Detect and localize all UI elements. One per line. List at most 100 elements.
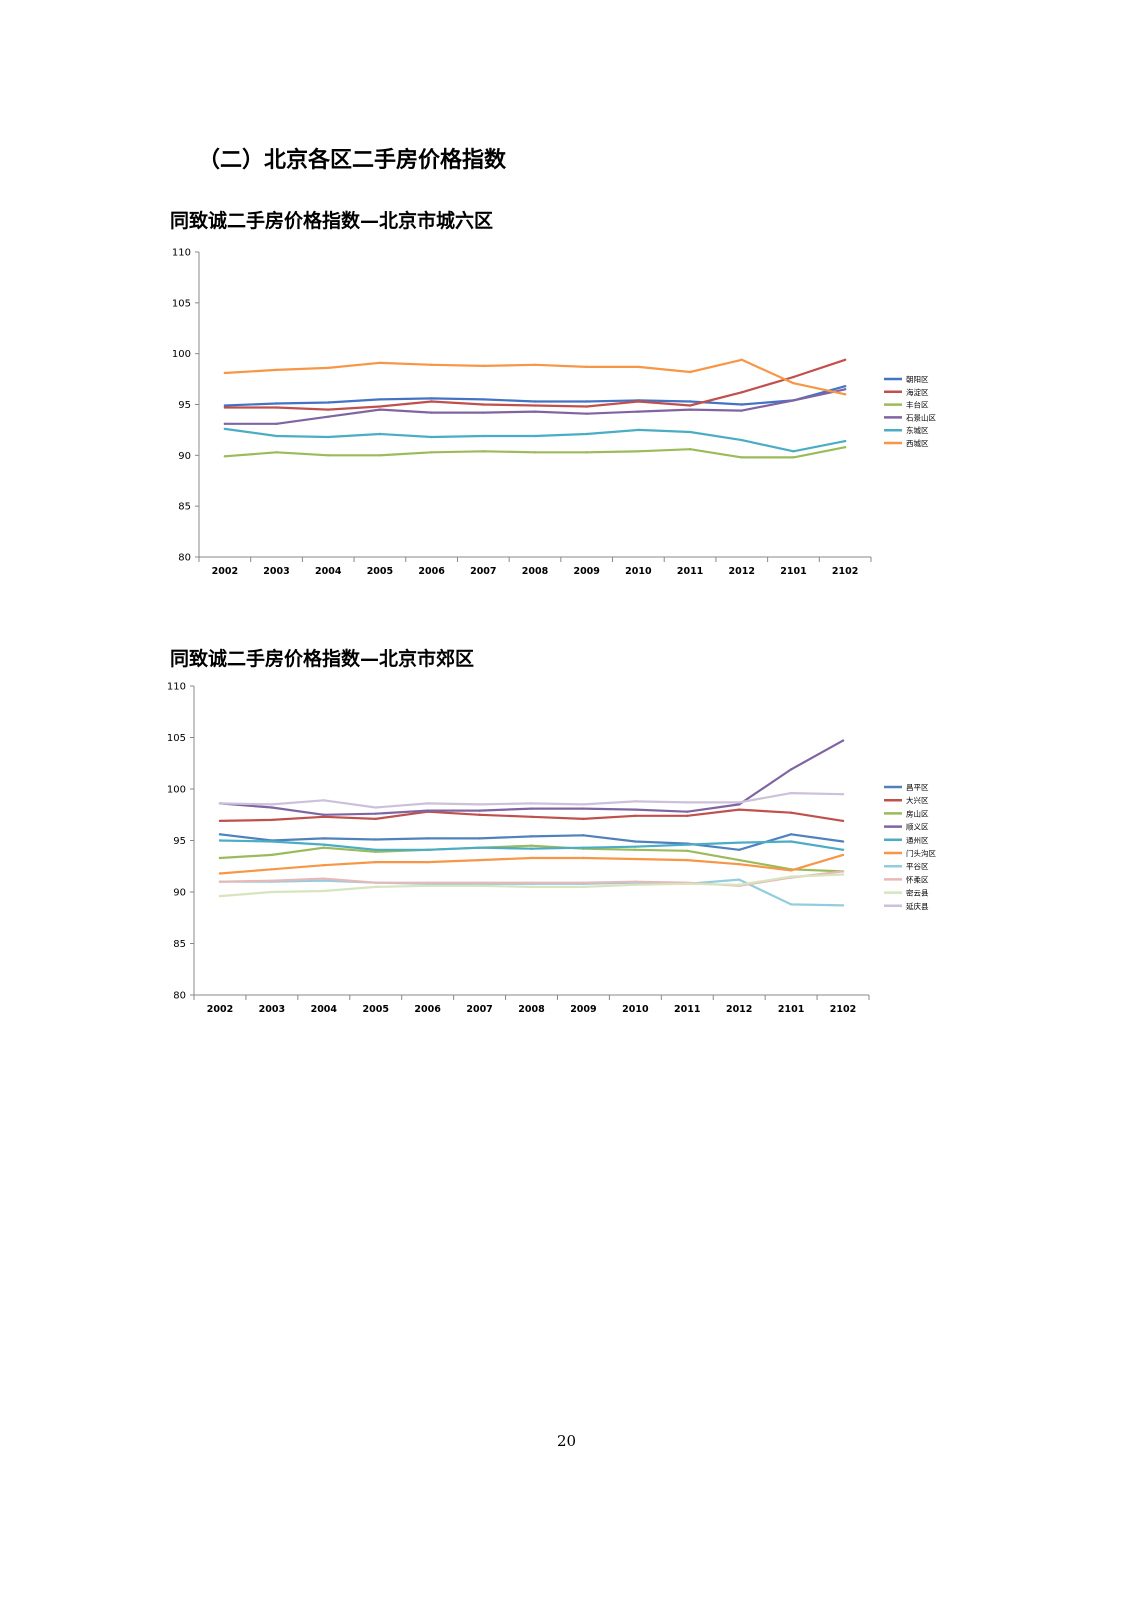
data-point [533,410,537,413]
data-point [688,404,692,407]
x-tick-label: 2006 [414,1004,441,1015]
data-point [270,853,274,857]
legend-label: 大兴区 [906,795,929,805]
data-point [426,884,429,888]
data-point [686,843,689,846]
data-point [223,371,227,375]
data-point [637,428,640,432]
data-point [270,840,274,843]
legend-label: 怀柔区 [906,874,929,884]
data-point [737,841,741,844]
x-tick-label: 2005 [363,1004,389,1015]
data-point [686,882,689,885]
data-point [482,411,485,414]
data-point [585,405,588,408]
data-point [585,432,588,436]
x-tick-label: 2102 [832,566,858,577]
data-point [530,802,533,805]
y-tick-label: 100 [167,785,186,796]
y-tick-label: 90 [178,451,191,462]
data-point [634,857,637,861]
line-chart-suburbs: 80 85 90 95 100 105 110 2002 2003 2004 2005 2006 200… [167,682,937,1016]
x-tick-label: 2011 [674,1004,700,1015]
legend-label: 海淀区 [906,387,929,397]
data-point [374,812,377,815]
series-line-1 [219,808,844,822]
data-point [792,375,795,379]
y-tick-label: 85 [178,502,191,513]
data-point [223,404,227,407]
data-point [374,848,377,851]
x-tick-label: 2009 [570,1004,596,1015]
data-point [218,819,222,823]
data-point [634,800,637,803]
data-point [478,809,481,812]
data-point [275,368,278,372]
data-point [478,813,481,816]
data-point [686,810,689,813]
data-point [275,434,278,438]
data-point [478,803,481,806]
data-point [322,877,326,880]
data-point [582,856,585,860]
data-point [634,848,637,851]
data-point [430,400,433,403]
data-point [322,815,326,819]
data-point [270,868,274,871]
x-tick-label: 2007 [466,1004,492,1015]
series-line-4 [224,427,846,453]
data-point [843,446,847,449]
y-tick-label: 95 [178,400,191,411]
legend-label: 平谷区 [906,862,929,871]
legend-label: 东城区 [906,425,929,435]
legend-label: 顺义区 [906,823,929,832]
data-point [634,883,637,886]
data-point [378,408,382,411]
x-tick-label: 2101 [780,566,806,577]
data-point [223,427,227,431]
data-point [740,409,743,412]
data-point [530,847,533,850]
data-point [637,400,640,403]
data-point [322,879,326,882]
data-point [270,879,274,882]
chart-title-city-districts: 同致诚二手房价格指数—北京市城六区 [170,210,494,232]
data-point [841,819,845,823]
section-title: （二）北京各区二手房价格指数 [198,148,507,173]
data-point [533,404,537,407]
data-point [426,802,429,805]
data-point [478,881,481,884]
data-point [792,456,795,459]
x-tick-label: 2102 [830,1004,856,1015]
x-tick-label: 2003 [263,566,289,577]
data-point [637,365,640,369]
data-point [482,403,485,406]
data-point [275,422,278,426]
data-point [582,881,585,884]
data-point [737,801,741,804]
data-point [688,408,692,411]
data-point [634,845,637,848]
x-tick-label: 2003 [259,1004,285,1015]
y-tick-label: 85 [173,939,186,950]
data-point [322,889,326,893]
data-point [218,894,222,898]
data-point [218,839,222,842]
data-point [430,397,433,400]
x-tick-label: 2002 [212,566,238,577]
data-point [374,838,377,841]
data-point [533,363,537,367]
data-point [218,880,222,883]
data-point [737,878,741,881]
data-point [223,422,227,426]
data-point [740,391,743,394]
x-tick-label: 2004 [311,1004,338,1015]
data-point [426,848,429,851]
data-point [585,412,588,415]
y-tick-label: 80 [178,553,191,564]
data-point [374,860,377,864]
data-point [686,801,689,804]
data-point [322,813,326,816]
data-point [426,860,429,864]
data-point [582,846,585,849]
